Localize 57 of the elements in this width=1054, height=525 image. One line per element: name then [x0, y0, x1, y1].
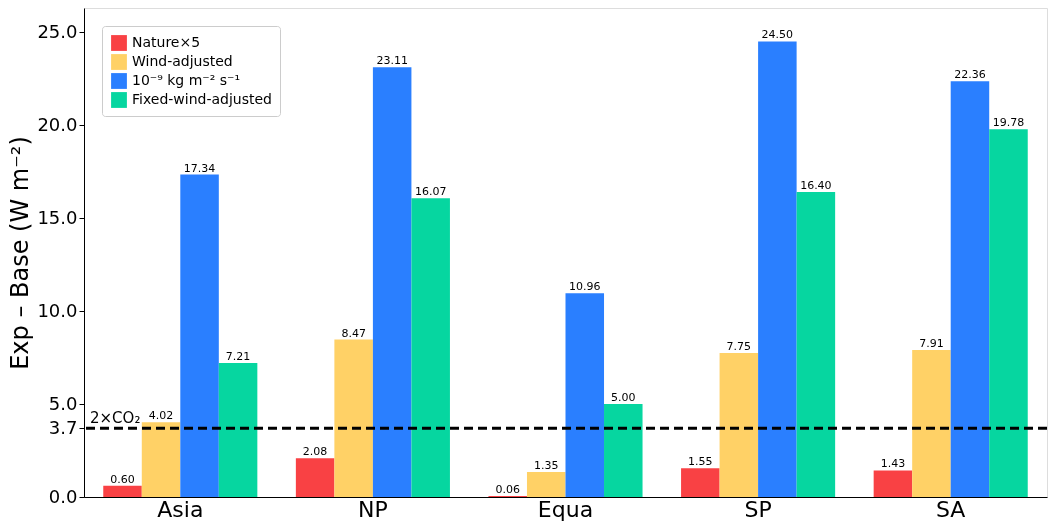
data-label: 4.02: [148, 409, 174, 423]
y-tick-label: 10.0: [37, 299, 78, 321]
data-label: 2.08: [302, 445, 328, 459]
data-label: 16.07: [414, 185, 447, 199]
x-tick-label: SA: [935, 496, 966, 522]
data-label: 7.91: [919, 336, 944, 350]
y-tick-label: 0.0: [48, 485, 78, 507]
data-label: 16.40: [800, 179, 832, 193]
bar: [604, 404, 643, 497]
x-tick-label: NP: [358, 496, 388, 522]
data-label: 23.11: [376, 54, 408, 68]
data-label: 10.96: [569, 280, 601, 294]
data-label: 22.36: [954, 68, 986, 82]
data-label: 17.34: [183, 161, 216, 175]
bar: [180, 174, 219, 497]
data-label: 1.35: [533, 458, 559, 472]
x-tick-label: SP: [744, 496, 772, 522]
y-tick-label: 3.7: [48, 416, 78, 438]
bar: [411, 198, 450, 497]
bar: [912, 349, 951, 497]
bar: [218, 362, 258, 497]
bar: [526, 471, 566, 497]
data-label: 0.06: [495, 482, 520, 496]
y-tick-label: 25.0: [37, 20, 78, 42]
data-label: 24.50: [761, 28, 794, 42]
bar: [950, 81, 990, 497]
data-label: 19.78: [992, 116, 1025, 130]
bar: [295, 458, 335, 497]
data-label: 1.55: [688, 455, 713, 469]
bar: [719, 352, 759, 497]
bar: [334, 339, 373, 497]
bar: [372, 67, 412, 497]
data-label: 8.47: [341, 326, 366, 340]
bar: [758, 41, 797, 497]
bar: [141, 422, 181, 497]
y-tick-label: 15.0: [37, 206, 78, 228]
legend-label: Nature×5: [132, 34, 201, 50]
bar: [873, 470, 913, 497]
bar: [565, 293, 605, 497]
legend-label: Wind-adjusted: [132, 53, 233, 69]
legend-label: Fixed-wind-adjusted: [132, 91, 272, 107]
bar: [103, 485, 142, 497]
y-tick-label: 20.0: [37, 113, 78, 135]
data-label: 7.21: [225, 349, 251, 363]
y-axis-title: Exp – Base (W m⁻²): [6, 136, 35, 370]
bar: [989, 129, 1028, 497]
data-label: 0.60: [110, 472, 135, 486]
ref-line-label: 2×CO₂: [90, 409, 141, 428]
x-tick-label: Asia: [157, 496, 204, 522]
legend-label: 10⁻⁹ kg m⁻² s⁻¹: [132, 72, 241, 88]
data-label: 1.43: [880, 457, 906, 471]
bar: [681, 468, 720, 497]
data-label: 7.75: [726, 339, 752, 353]
data-label: 5.00: [611, 391, 636, 405]
x-tick-label: Equa: [537, 496, 594, 522]
y-tick-label: 5.0: [48, 392, 78, 414]
bar: [796, 192, 836, 497]
